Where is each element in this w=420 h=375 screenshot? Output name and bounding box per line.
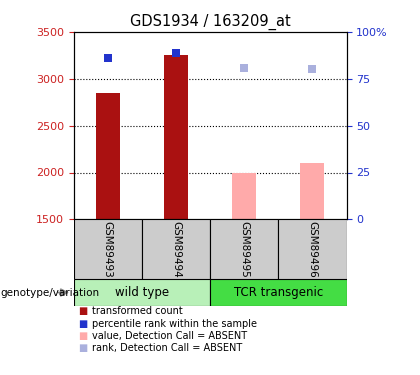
Bar xyxy=(300,163,324,219)
Bar xyxy=(142,219,210,279)
Text: GSM89496: GSM89496 xyxy=(307,221,318,278)
Text: GSM89493: GSM89493 xyxy=(102,221,113,278)
Text: TCR transgenic: TCR transgenic xyxy=(234,286,323,299)
Bar xyxy=(74,219,142,279)
Text: GSM89494: GSM89494 xyxy=(171,221,181,278)
Text: GDS1934 / 163209_at: GDS1934 / 163209_at xyxy=(130,14,290,30)
Bar xyxy=(96,93,120,219)
Bar xyxy=(74,279,210,306)
Bar xyxy=(164,56,188,219)
Text: wild type: wild type xyxy=(115,286,169,299)
Text: GSM89495: GSM89495 xyxy=(239,221,249,278)
Text: percentile rank within the sample: percentile rank within the sample xyxy=(92,319,257,328)
Bar xyxy=(232,173,256,219)
Text: rank, Detection Call = ABSENT: rank, Detection Call = ABSENT xyxy=(92,344,243,353)
Text: ■: ■ xyxy=(78,331,87,341)
Bar xyxy=(210,279,346,306)
Text: ■: ■ xyxy=(78,344,87,353)
Text: genotype/variation: genotype/variation xyxy=(1,288,100,297)
Text: ■: ■ xyxy=(78,319,87,328)
Bar xyxy=(210,219,278,279)
Text: ■: ■ xyxy=(78,306,87,316)
Bar xyxy=(278,219,346,279)
Text: transformed count: transformed count xyxy=(92,306,183,316)
Text: value, Detection Call = ABSENT: value, Detection Call = ABSENT xyxy=(92,331,247,341)
